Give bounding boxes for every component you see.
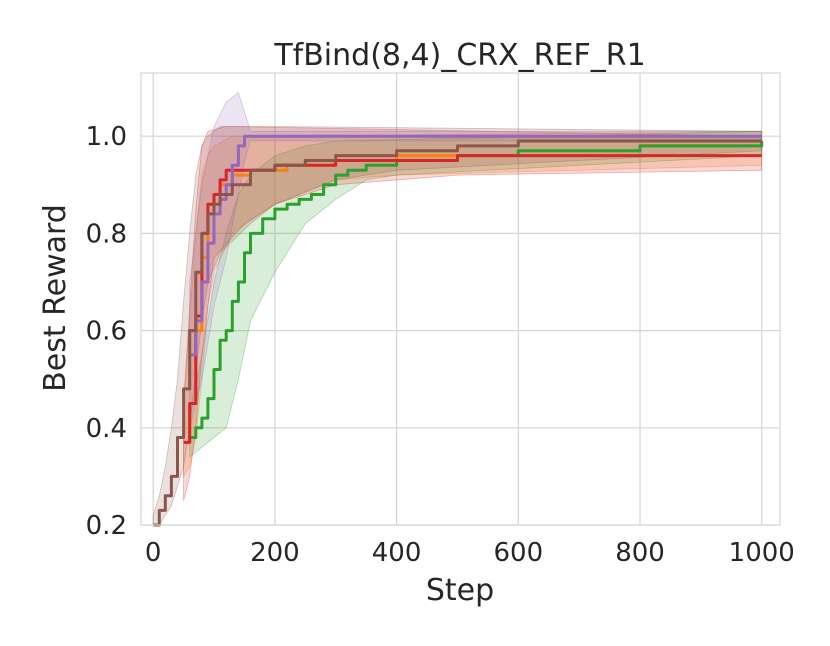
y-tick-label: 0.2 [86,511,127,541]
x-tick-label: 400 [372,538,422,568]
series-3-line [189,134,762,357]
series-lines [153,134,764,527]
x-tick-label: 600 [493,538,543,568]
series-0-band [183,130,763,478]
y-axis-label: Best Reward [38,204,73,392]
y-tick-label: 1.0 [86,122,127,152]
y-tick-label: 0.8 [86,219,127,249]
x-tick-label: 200 [250,538,300,568]
series-4-band [152,126,763,526]
series-4-line [153,139,762,527]
plot-frame [140,72,781,526]
x-tick-label: 1000 [729,538,795,568]
chart-title: TfBind(8,4)_CRX_REF_R1 [273,38,645,73]
y-tick-label: 0.6 [86,317,127,347]
x-tick-label: 0 [145,538,162,568]
series-1-band [189,130,763,458]
x-axis-label: Step [426,573,494,608]
tick-labels: 0 200 400 600 800 1000 0.2 0.4 0.6 0.8 1.0 [86,122,795,568]
y-tick-label: 0.4 [86,414,127,444]
x-tick-label: 800 [615,538,665,568]
